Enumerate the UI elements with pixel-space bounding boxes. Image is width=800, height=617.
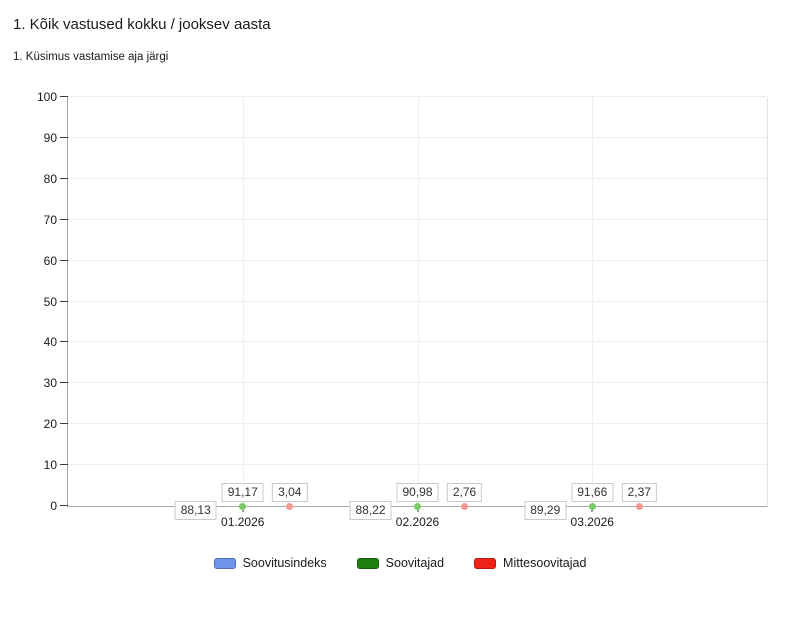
legend-swatch xyxy=(474,557,497,569)
x-axis-label: 01.2026 xyxy=(221,515,265,529)
y-axis-tick xyxy=(60,300,68,302)
bar-value-label: 2,76 xyxy=(446,483,483,502)
y-axis-tick xyxy=(60,341,68,343)
x-gridline xyxy=(242,97,244,506)
legend-label: Soovitajad xyxy=(385,556,445,570)
bar-marker-dot xyxy=(286,503,294,510)
bar-value-label: 2,37 xyxy=(621,483,657,502)
y-axis-tick-label: 10 xyxy=(43,458,57,473)
y-axis-tick xyxy=(60,505,68,506)
bar-marker-dot xyxy=(414,503,421,510)
legend-item-soovitajad[interactable]: Soovitajad xyxy=(356,556,445,570)
y-axis-tick-label: 70 xyxy=(43,212,57,227)
legend-item-mittesoovitajad[interactable]: Mittesoovitajad xyxy=(474,556,586,570)
y-axis-tick xyxy=(60,382,68,384)
y-axis-tick xyxy=(60,464,68,466)
page-title: 1. Kõik vastused kokku / jooksev aasta xyxy=(13,16,271,33)
bar-marker-dot xyxy=(461,503,468,510)
y-axis-tick-label: 30 xyxy=(43,376,57,391)
bar-marker-dot xyxy=(588,503,596,510)
bar-value-label: 89,29 xyxy=(524,501,567,520)
y-axis-tick-label: 50 xyxy=(43,294,57,309)
y-axis-tick-label: 40 xyxy=(43,335,57,350)
x-gridline xyxy=(592,97,594,506)
y-axis-tick xyxy=(60,423,68,425)
bar-value-label: 3,04 xyxy=(272,483,308,502)
legend-swatch xyxy=(213,557,236,569)
chart-subtitle: 1. Küsimus vastamise aja järgi xyxy=(13,51,169,63)
y-axis-tick-label: 90 xyxy=(43,130,57,145)
y-axis-tick xyxy=(60,136,68,138)
bar-marker-dot xyxy=(239,503,247,510)
bar-value-label: 91,66 xyxy=(571,483,614,502)
x-gridline xyxy=(417,97,419,506)
bar-value-label: 90,98 xyxy=(396,483,439,502)
legend-swatch xyxy=(356,557,379,569)
legend-label: Mittesoovitajad xyxy=(503,556,587,570)
y-axis-tick-label: 100 xyxy=(36,90,57,104)
bar-value-label: 88,13 xyxy=(174,501,217,520)
legend-label: Soovitusindeks xyxy=(242,556,327,570)
y-axis-tick xyxy=(60,259,68,261)
y-axis-tick-label: 20 xyxy=(43,417,57,432)
x-axis-label: 02.2026 xyxy=(395,515,440,529)
chart-plot: 0 10 20 30 40 50 60 70 80 90 100 88,13 91,17 3,04 01.2… xyxy=(37,90,768,529)
y-axis-tick xyxy=(60,177,68,179)
legend-item-soovitusindeks[interactable]: Soovitusindeks xyxy=(213,556,327,570)
y-axis-tick xyxy=(60,218,68,220)
bar-value-label: 88,22 xyxy=(349,501,392,520)
y-axis-tick-label: 60 xyxy=(43,253,57,268)
bar-marker-dot xyxy=(635,503,643,510)
y-gridline xyxy=(68,96,767,97)
bar-value-label: 91,17 xyxy=(221,483,264,502)
y-axis-tick-label: 0 xyxy=(50,499,57,513)
x-axis-label: 03.2026 xyxy=(570,515,614,529)
y-axis-tick xyxy=(60,96,68,97)
y-axis-tick-label: 80 xyxy=(43,171,57,186)
legend: Soovitusindeks Soovitajad Mittesoovitajad xyxy=(0,556,800,570)
